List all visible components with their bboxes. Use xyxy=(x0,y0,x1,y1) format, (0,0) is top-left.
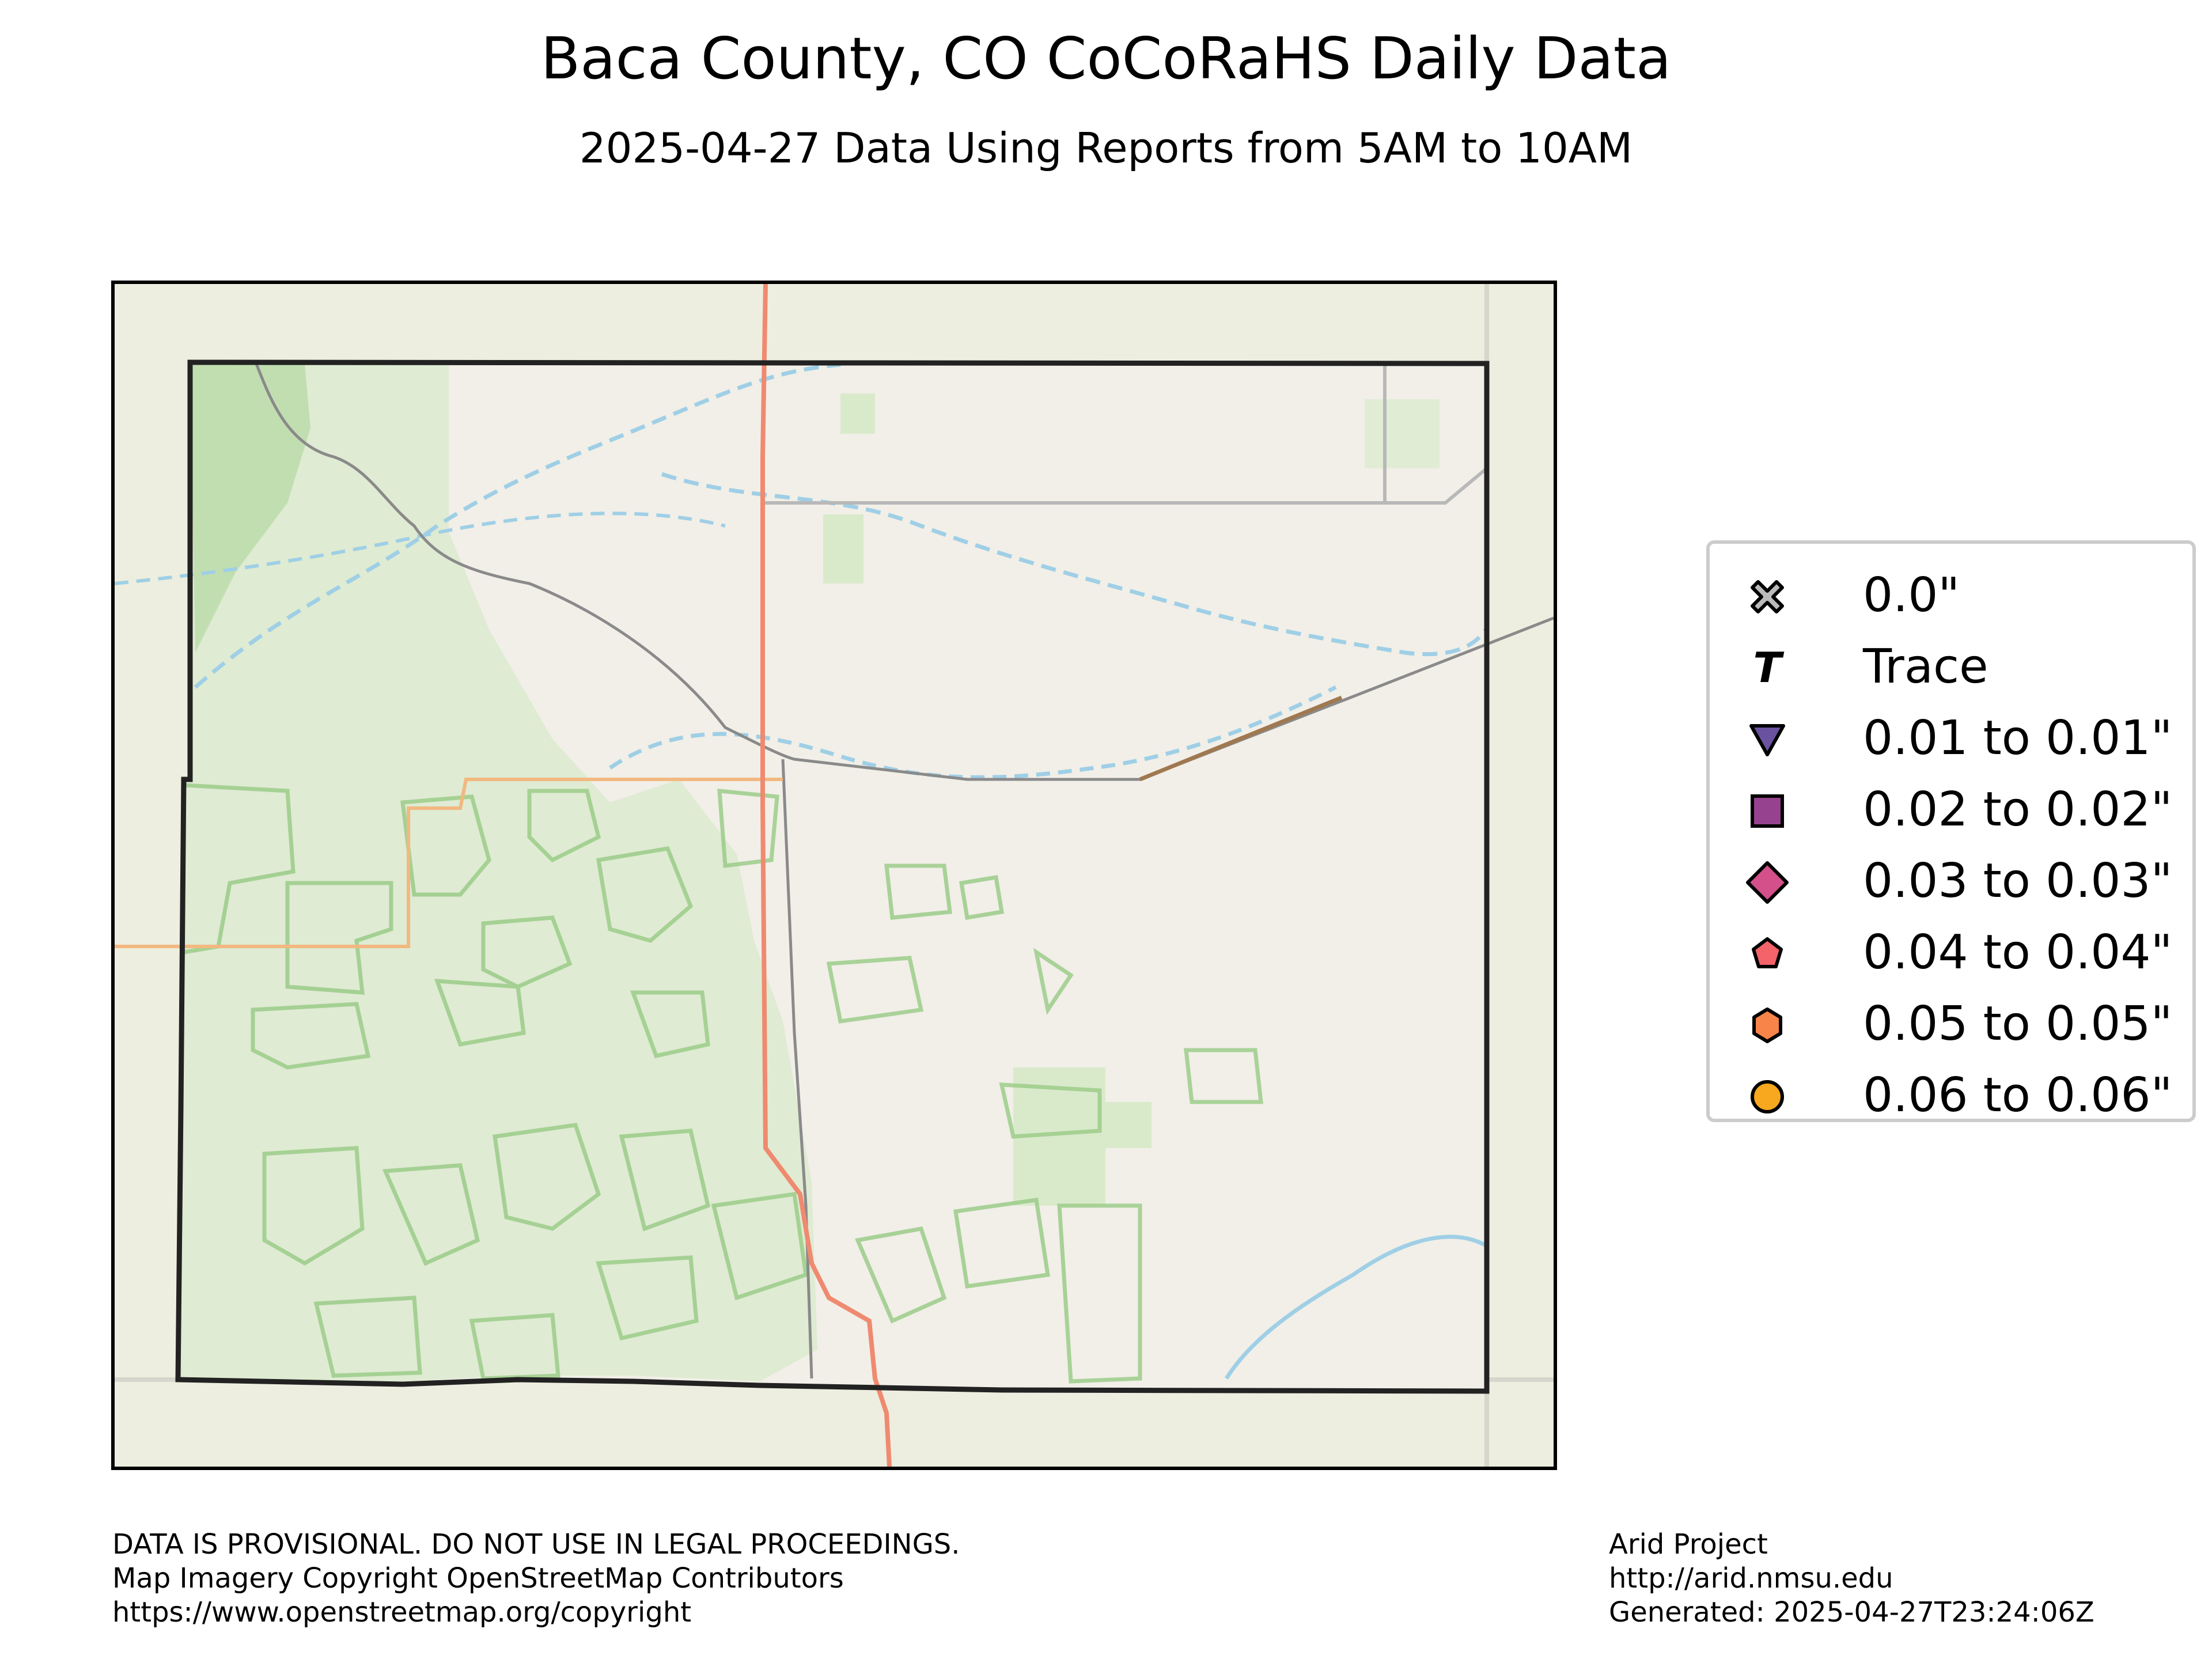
legend-label: 0.03 to 0.03" xyxy=(1863,854,2173,908)
legend-label: 0.06 to 0.06" xyxy=(1863,1068,2173,1123)
legend-label: Trace xyxy=(1863,639,1988,694)
x-icon xyxy=(1751,580,1784,613)
road-north-county-line xyxy=(763,467,1488,505)
circle-icon xyxy=(1751,1080,1784,1113)
road-se-trunk xyxy=(1139,695,1343,782)
triangle-down-icon xyxy=(1749,724,1785,756)
road-central-vertical xyxy=(781,759,813,1379)
river-bear-creek xyxy=(661,472,1487,657)
legend-label: 0.05 to 0.05" xyxy=(1863,997,2173,1051)
legend-item-trace: T Trace xyxy=(1710,632,2194,704)
grassland-se xyxy=(1013,1067,1152,1206)
grassland-nw xyxy=(179,362,817,1381)
legend-item-0-01: 0.01 to 0.01" xyxy=(1710,704,2194,775)
road-west xyxy=(115,778,783,948)
copyright-link[interactable]: https://www.openstreetmap.org/copyright xyxy=(112,1596,692,1628)
legend-label: 0.0" xyxy=(1863,568,1960,623)
disclaimer-text: DATA IS PROVISIONAL. DO NOT USE IN LEGAL… xyxy=(112,1528,960,1560)
legend-item-0-05: 0.05 to 0.05" xyxy=(1710,990,2194,1061)
footer-disclaimer: DATA IS PROVISIONAL. DO NOT USE IN LEGAL… xyxy=(112,1528,960,1630)
hexagon-icon xyxy=(1752,1007,1782,1043)
diamond-icon xyxy=(1746,861,1789,904)
legend-item-0-04: 0.04 to 0.04" xyxy=(1710,918,2194,990)
project-link[interactable]: http://arid.nmsu.edu xyxy=(1609,1562,1893,1594)
page-subtitle: 2025-04-27 Data Using Reports from 5AM t… xyxy=(579,124,1633,172)
legend-label: 0.01 to 0.01" xyxy=(1863,711,2173,766)
county-boundary xyxy=(175,359,1490,1394)
river-central xyxy=(609,685,1337,779)
legend: 0.0" T Trace 0.01 to 0.01" 0.02 to 0.02"… xyxy=(1706,540,2196,1123)
generated-timestamp: Generated: 2025-04-27T23:24:06Z xyxy=(1609,1596,2094,1628)
road-nw-diagonal xyxy=(254,362,1554,781)
svg-text:T: T xyxy=(1753,645,1784,691)
legend-item-zero: 0.0" xyxy=(1710,561,2194,632)
forest-nw xyxy=(190,365,310,653)
legend-label: 0.04 to 0.04" xyxy=(1863,925,2173,980)
grassland-ne-corner xyxy=(1365,399,1440,468)
river-north xyxy=(194,362,841,689)
legend-item-0-02: 0.02 to 0.02" xyxy=(1710,775,2194,847)
square-icon xyxy=(1751,794,1784,828)
footer-credits: Arid Project http://arid.nmsu.edu Genera… xyxy=(1609,1528,2094,1630)
basemap xyxy=(115,284,1554,1467)
legend-item-0-06: 0.06 to 0.06" xyxy=(1710,1061,2194,1132)
legend-label: 0.02 to 0.02" xyxy=(1863,782,2173,837)
grassland-ne xyxy=(823,393,875,584)
legend-item-0-03: 0.03 to 0.03" xyxy=(1710,847,2194,918)
trace-t-icon: T xyxy=(1753,645,1784,691)
pentagon-icon xyxy=(1752,937,1783,968)
map-panel[interactable] xyxy=(111,281,1557,1470)
project-name: Arid Project xyxy=(1609,1528,1768,1560)
page-title: Baca County, CO CoCoRaHS Daily Data xyxy=(540,25,1672,92)
copyright-text: Map Imagery Copyright OpenStreetMap Cont… xyxy=(112,1562,844,1594)
parcel-outlines xyxy=(183,783,1263,1384)
river-southeast xyxy=(1225,1234,1488,1380)
